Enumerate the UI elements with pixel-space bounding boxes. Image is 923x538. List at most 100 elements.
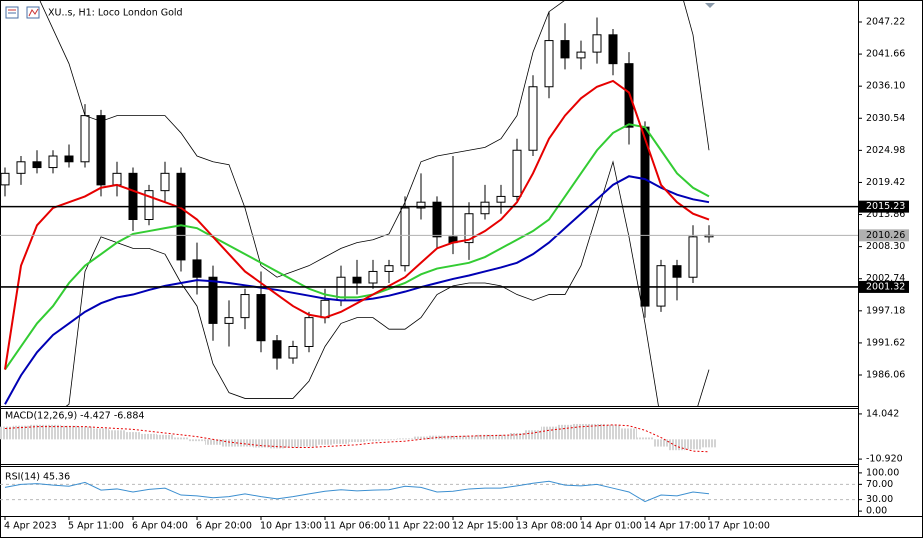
icon	[28, 8, 39, 17]
rsi-title: RSI(14) 45.36	[5, 472, 70, 483]
macd-histogram-bar	[125, 432, 141, 440]
candle-body	[544, 40, 554, 88]
y-tick-label: 2036.10	[866, 81, 905, 92]
candle-body	[528, 86, 538, 151]
y-tick-label: 14.042	[866, 408, 899, 419]
x-tick-label: 5 Apr 11:00	[68, 521, 124, 532]
macd-histogram-bar	[45, 424, 61, 440]
x-tick-label: 11 Apr 22:00	[388, 521, 450, 532]
candle-body	[288, 345, 298, 359]
toolbar-icons	[5, 6, 40, 19]
candle-body	[176, 172, 186, 261]
level-label: 2015.23	[866, 201, 905, 212]
macd-histogram-bar	[77, 426, 93, 440]
indicator-line	[4, 79, 710, 370]
x-tick-label: 17 Apr 10:00	[708, 521, 770, 532]
macd-histogram-bar	[701, 439, 717, 448]
indicator-line	[39, 1, 710, 278]
candle-body	[400, 207, 410, 267]
x-tick-label: 11 Apr 06:00	[324, 521, 386, 532]
icon	[26, 6, 40, 19]
candle-body	[64, 155, 74, 163]
candle-body	[608, 34, 618, 65]
macd-histogram-bar	[205, 439, 221, 445]
x-tick-label: 6 Apr 20:00	[196, 521, 252, 532]
y-tick-label: 70.00	[866, 479, 893, 490]
y-tick-label: 2047.22	[866, 16, 905, 27]
candle-body	[112, 172, 122, 186]
y-tick-label: 2019.42	[866, 177, 905, 188]
level-label: 2001.32	[866, 281, 905, 292]
x-tick-label: 13 Apr 08:00	[516, 521, 578, 532]
macd-histogram-bar	[605, 424, 621, 440]
candle-body	[368, 270, 378, 284]
candle-body	[656, 265, 666, 307]
candle-body	[48, 155, 58, 169]
macd-histogram-bar	[621, 428, 637, 440]
macd-histogram-bar	[29, 424, 45, 440]
y-tick-label: 1986.06	[866, 370, 905, 381]
macd-histogram-bar	[109, 430, 125, 440]
macd-histogram-bar	[493, 434, 509, 440]
x-tick-label: 6 Apr 04:00	[132, 521, 188, 532]
macd-histogram-bar	[61, 425, 77, 440]
macd-histogram-bar	[445, 435, 461, 440]
shift-marker	[705, 3, 715, 8]
rsi-line	[4, 480, 710, 503]
candle-body	[496, 195, 506, 203]
y-tick-label: 2041.66	[866, 49, 905, 60]
candle-body	[144, 190, 154, 221]
x-tick-label: 14 Apr 01:00	[580, 521, 642, 532]
macd-histogram-bar	[349, 439, 365, 443]
macd-histogram-bar	[589, 423, 605, 440]
macd-histogram-bar	[333, 439, 349, 444]
candle-body	[256, 294, 266, 342]
macd-histogram-bar	[269, 439, 285, 449]
candle-body	[384, 265, 394, 272]
candle-body	[96, 115, 106, 186]
macd-histogram-bar	[461, 435, 477, 440]
macd-title: MACD(12,26,9) -4.427 -6.884	[5, 411, 144, 422]
macd-histogram-bar	[301, 439, 317, 447]
candle-body	[320, 299, 330, 319]
candle-body	[688, 236, 698, 278]
level-box	[859, 280, 909, 293]
chart-title: XU..s, H1: Loco London Gold	[48, 8, 183, 19]
y-tick-label: 2030.54	[866, 113, 905, 124]
macd-histogram-bar	[509, 432, 525, 440]
indicator-line	[65, 160, 710, 406]
y-tick-label: -10.920	[866, 454, 903, 465]
macd-histogram-bar	[541, 426, 557, 440]
macd-histogram-bar	[13, 425, 29, 440]
candle-body	[416, 201, 426, 209]
y-tick-label: 1997.18	[866, 305, 905, 316]
candle-body	[192, 259, 202, 278]
macd-histogram-bar	[221, 439, 237, 447]
candle-body	[32, 161, 42, 169]
x-tick-label: 12 Apr 15:00	[452, 521, 514, 532]
candle-body	[352, 276, 362, 284]
y-tick-label: 30.00	[866, 494, 893, 505]
macd-histogram-bar	[653, 439, 669, 447]
candle-body	[224, 317, 234, 324]
macd-histogram-bar	[93, 428, 109, 440]
macd-histogram-bar	[381, 439, 397, 441]
macd-histogram-bar	[685, 439, 701, 450]
macd-histogram-bar	[413, 436, 429, 440]
macd-histogram-bar	[285, 439, 301, 448]
x-tick-label: 10 Apr 13:00	[260, 521, 322, 532]
macd-histogram-bar	[525, 430, 541, 440]
level-box	[859, 200, 909, 213]
last-price-label: 2010.26	[866, 230, 905, 241]
y-tick-label: 100.00	[866, 467, 899, 478]
overlay: 2047.22 2041.66 2036.10 2030.54 2024.98 2019.…	[0, 16, 909, 532]
macd-histogram-bar	[157, 434, 173, 440]
candle-body	[272, 340, 282, 359]
macd-histogram-bar	[365, 439, 381, 442]
macd-histogram-bar	[173, 437, 189, 440]
y-tick-label: 2013.86	[866, 209, 905, 220]
macd-histogram-bar	[253, 439, 269, 448]
candle-body	[432, 201, 442, 238]
